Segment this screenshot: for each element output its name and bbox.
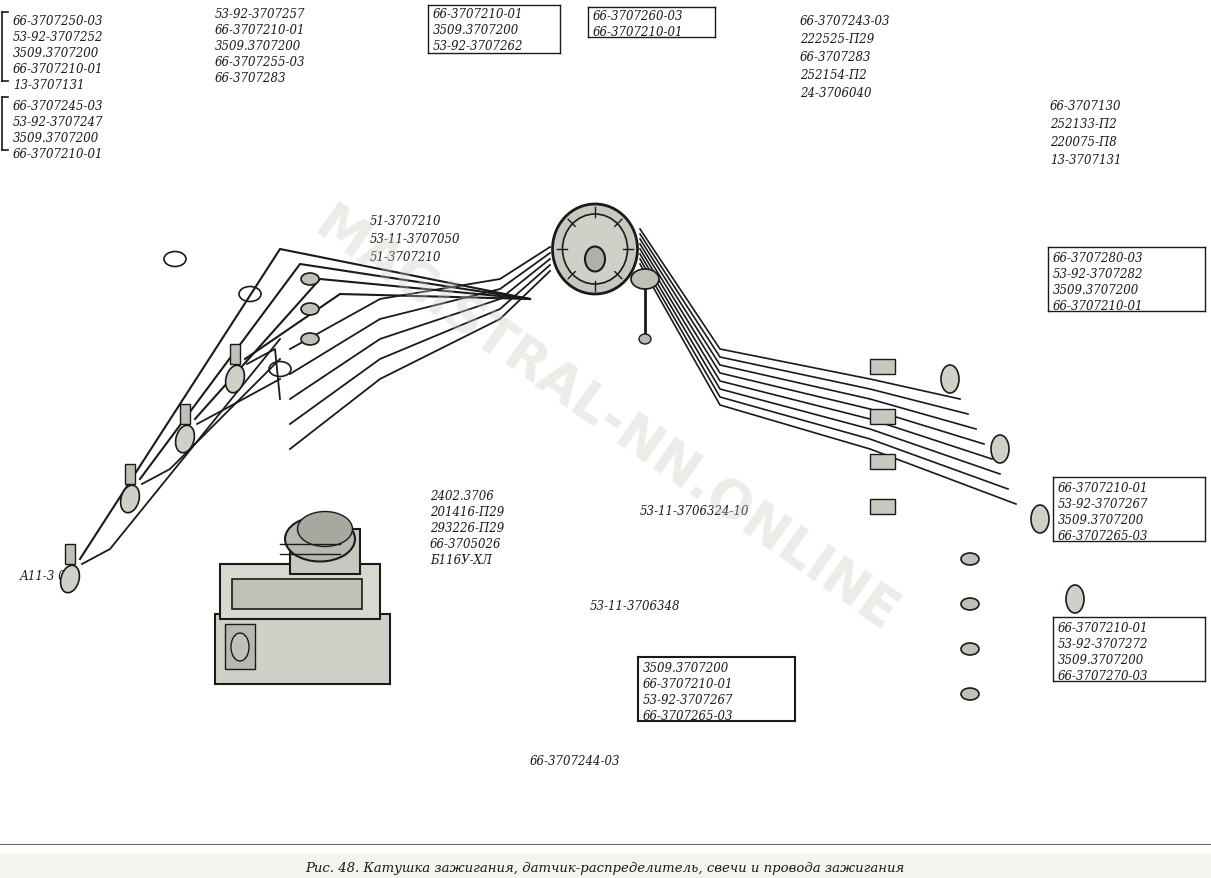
Text: 66-3707255-03: 66-3707255-03 <box>216 56 305 68</box>
Text: А11-3 0: А11-3 0 <box>21 569 67 582</box>
Text: 66-3707210-01: 66-3707210-01 <box>216 24 305 37</box>
Bar <box>125 464 134 485</box>
Text: 66-3707244-03: 66-3707244-03 <box>530 754 620 767</box>
Bar <box>220 565 380 619</box>
Text: 53-11-3707050: 53-11-3707050 <box>371 233 460 246</box>
Text: 53-11-3706348: 53-11-3706348 <box>590 600 681 612</box>
Ellipse shape <box>962 644 978 655</box>
Ellipse shape <box>562 215 627 284</box>
Text: 3509.3707200: 3509.3707200 <box>643 661 729 674</box>
Bar <box>65 544 75 565</box>
Text: 66-3707280-03: 66-3707280-03 <box>1054 252 1143 264</box>
Ellipse shape <box>285 517 355 562</box>
Text: 66-3707210-01: 66-3707210-01 <box>1058 481 1148 494</box>
Bar <box>869 500 895 515</box>
Ellipse shape <box>61 565 80 593</box>
Bar <box>216 615 390 684</box>
Bar <box>869 455 895 470</box>
Bar <box>230 344 240 364</box>
Bar <box>289 529 360 574</box>
Bar <box>225 624 256 669</box>
Text: 51-3707210: 51-3707210 <box>371 251 442 263</box>
Text: Б116У-ХЛ: Б116У-ХЛ <box>430 553 492 566</box>
Text: 66-3707210-01: 66-3707210-01 <box>1058 622 1148 634</box>
Text: Рис. 48. Катушка зажигания, датчик-распределитель, свечи и провода зажигания: Рис. 48. Катушка зажигания, датчик-распр… <box>305 861 905 874</box>
Text: 66-3707270-03: 66-3707270-03 <box>1058 669 1148 682</box>
Text: 66-3707210-01: 66-3707210-01 <box>643 677 734 690</box>
Ellipse shape <box>231 633 249 661</box>
Ellipse shape <box>302 304 318 315</box>
Text: 66-3707210-01: 66-3707210-01 <box>434 8 523 21</box>
Text: 3509.3707200: 3509.3707200 <box>434 24 520 37</box>
Text: 13-3707131: 13-3707131 <box>13 79 85 92</box>
Text: 2402.3706: 2402.3706 <box>430 489 494 502</box>
Text: 222525-П29: 222525-П29 <box>800 33 874 46</box>
Text: 66-3707265-03: 66-3707265-03 <box>1058 529 1148 543</box>
Text: 66-3707283: 66-3707283 <box>800 51 872 64</box>
Ellipse shape <box>1031 506 1049 534</box>
Ellipse shape <box>302 334 318 346</box>
Bar <box>869 409 895 425</box>
Text: 293226-П29: 293226-П29 <box>430 522 504 535</box>
Text: 220075-П8: 220075-П8 <box>1050 136 1117 149</box>
Ellipse shape <box>121 486 139 513</box>
Text: 13-3707131: 13-3707131 <box>1050 154 1121 167</box>
Ellipse shape <box>302 274 318 285</box>
Text: 252154-П2: 252154-П2 <box>800 68 867 82</box>
Text: 3509.3707200: 3509.3707200 <box>216 40 302 53</box>
Text: 53-92-3707272: 53-92-3707272 <box>1058 637 1148 651</box>
Text: 53-92-3707267: 53-92-3707267 <box>1058 498 1148 510</box>
Text: 3509.3707200: 3509.3707200 <box>1058 514 1144 527</box>
Ellipse shape <box>552 205 637 295</box>
Text: 3509.3707200: 3509.3707200 <box>13 132 99 145</box>
Ellipse shape <box>962 688 978 700</box>
Text: 3509.3707200: 3509.3707200 <box>1058 653 1144 666</box>
Ellipse shape <box>631 270 659 290</box>
Ellipse shape <box>962 553 978 565</box>
Text: 66-3707210-01: 66-3707210-01 <box>13 63 103 76</box>
Ellipse shape <box>225 366 245 393</box>
Text: 66-3707245-03: 66-3707245-03 <box>13 100 103 113</box>
Ellipse shape <box>176 426 195 453</box>
Text: 53-92-3707247: 53-92-3707247 <box>13 116 103 129</box>
Bar <box>869 360 895 375</box>
Ellipse shape <box>941 365 959 393</box>
Text: 53-11-3706324-10: 53-11-3706324-10 <box>639 505 750 517</box>
Text: 66-3707265-03: 66-3707265-03 <box>643 709 734 723</box>
Bar <box>180 405 190 425</box>
Text: 53-92-3707252: 53-92-3707252 <box>13 31 103 44</box>
Text: 252133-П2: 252133-П2 <box>1050 118 1117 131</box>
Text: 3509.3707200: 3509.3707200 <box>1054 284 1140 297</box>
Ellipse shape <box>585 248 606 272</box>
Ellipse shape <box>298 512 352 547</box>
Ellipse shape <box>991 435 1009 464</box>
Text: 66-3707210-01: 66-3707210-01 <box>13 148 103 161</box>
Bar <box>233 579 362 609</box>
Ellipse shape <box>639 335 652 344</box>
Text: 66-3707283: 66-3707283 <box>216 72 287 85</box>
Text: 3509.3707200: 3509.3707200 <box>13 47 99 60</box>
Text: 66-3707243-03: 66-3707243-03 <box>800 15 890 28</box>
Text: 53-92-3707282: 53-92-3707282 <box>1054 268 1143 281</box>
Text: 53-92-3707262: 53-92-3707262 <box>434 40 523 53</box>
Text: 24-3706040: 24-3706040 <box>800 87 872 100</box>
Text: 66-3705026: 66-3705026 <box>430 537 501 551</box>
Ellipse shape <box>1066 586 1084 614</box>
Text: 66-3707250-03: 66-3707250-03 <box>13 15 103 28</box>
Text: 53-92-3707257: 53-92-3707257 <box>216 8 305 21</box>
Ellipse shape <box>962 598 978 610</box>
Text: 66-3707130: 66-3707130 <box>1050 100 1121 113</box>
Text: 51-3707210: 51-3707210 <box>371 215 442 227</box>
Text: MAGISTRAL-NN.ONLINE: MAGISTRAL-NN.ONLINE <box>304 198 906 641</box>
Text: 66-3707260-03: 66-3707260-03 <box>593 10 683 23</box>
Text: 53-92-3707267: 53-92-3707267 <box>643 694 734 706</box>
Text: 201416-П29: 201416-П29 <box>430 506 504 518</box>
Text: 66-3707210-01: 66-3707210-01 <box>1054 299 1143 313</box>
Text: 66-3707210-01: 66-3707210-01 <box>593 26 683 39</box>
